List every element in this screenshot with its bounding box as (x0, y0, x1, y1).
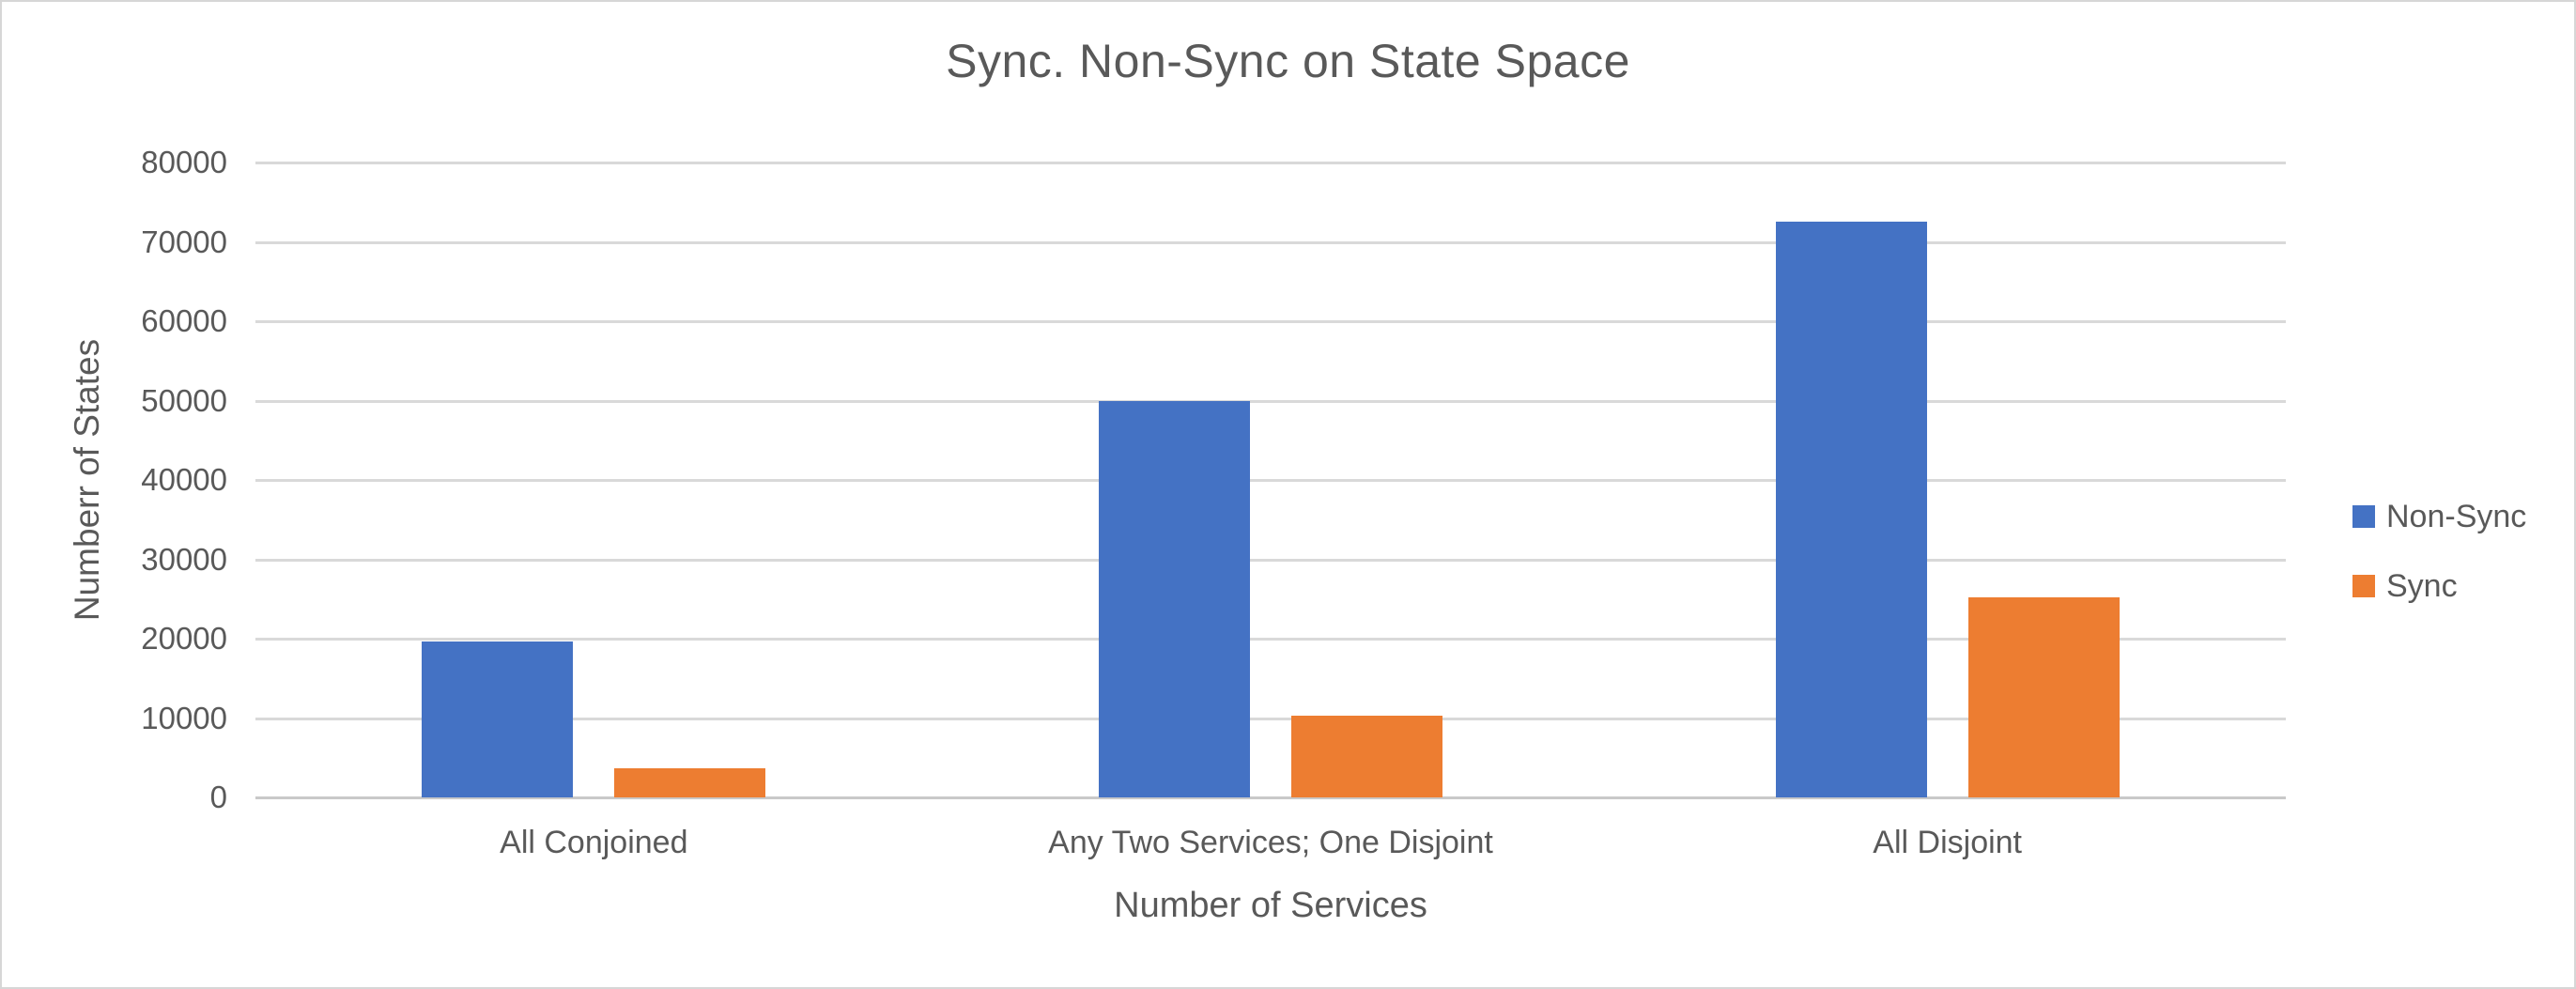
y-tick-label: 0 (209, 780, 227, 814)
y-tick-label: 40000 (141, 462, 227, 497)
category-label-all-disjoint: All Disjoint (1873, 825, 2023, 860)
gridline (255, 638, 2286, 641)
bar-sync (1967, 597, 2120, 797)
y-tick-label: 10000 (141, 700, 227, 735)
y-tick-label: 20000 (141, 621, 227, 656)
x-axis-title: Number of Services (1114, 886, 1427, 925)
gridline (255, 479, 2286, 482)
plot-area (255, 162, 2286, 799)
y-tick-label: 60000 (141, 303, 227, 338)
legend-item-sync: Sync (2352, 566, 2526, 606)
legend: Non-Sync Sync (2352, 497, 2526, 636)
legend-swatch-non-sync-icon (2352, 505, 2375, 528)
y-tick-label: 30000 (141, 541, 227, 577)
category-label-all-conjoined: All Conjoined (500, 825, 688, 860)
x-axis-line (255, 796, 2286, 799)
y-tick-label: 50000 (141, 382, 227, 418)
legend-label-non-sync: Non-Sync (2386, 498, 2527, 534)
gridline (255, 399, 2286, 403)
bar-non-sync (1099, 400, 1250, 797)
gridline (255, 162, 2286, 164)
bar-sync (614, 767, 766, 797)
category-label-any-two-services-one-disjoint: Any Two Services; One Disjoint (1048, 825, 1493, 860)
gridline (255, 717, 2286, 720)
y-tick-label: 70000 (141, 224, 227, 259)
legend-item-non-sync: Non-Sync (2352, 497, 2526, 536)
bar-non-sync (1775, 221, 1927, 797)
y-tick-label: 80000 (141, 145, 227, 179)
gridline (255, 320, 2286, 323)
bar-sync (1291, 715, 1442, 797)
gridline (255, 240, 2286, 244)
x-axis-category-labels: All Conjoined Any Two Services; One Disj… (255, 825, 2286, 866)
legend-swatch-sync-icon (2352, 575, 2375, 597)
legend-label-sync: Sync (2386, 567, 2458, 604)
chart-title: Sync. Non-Sync on State Space (946, 35, 1630, 87)
gridline (255, 558, 2286, 562)
bar-non-sync (422, 641, 574, 797)
